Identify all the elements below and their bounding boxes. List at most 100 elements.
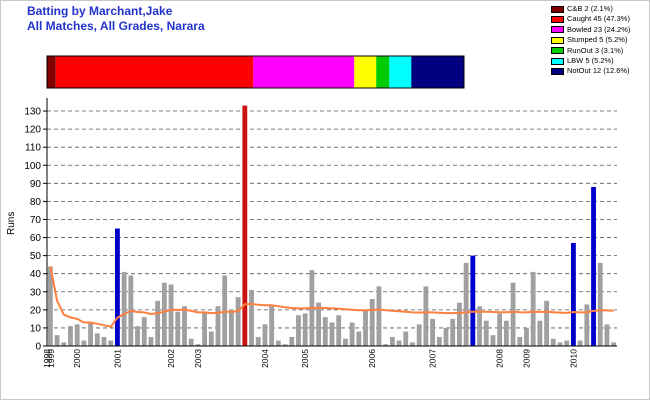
innings-bar <box>68 326 73 346</box>
innings-bar <box>510 282 516 346</box>
legend-item-lbw: LBW 5 (5.2%) <box>551 56 630 66</box>
innings-bar <box>88 322 94 346</box>
innings-bar <box>101 336 107 346</box>
innings-bar <box>168 284 174 346</box>
y-tick-label: 10 <box>30 323 42 334</box>
innings-bar <box>108 340 114 346</box>
innings-bar <box>443 327 449 346</box>
innings-bar <box>135 326 140 346</box>
innings-bar <box>557 342 563 346</box>
innings-bar <box>483 320 489 346</box>
innings-bar <box>577 340 583 346</box>
innings-bar <box>255 336 261 346</box>
innings-bar <box>430 318 436 346</box>
y-tick-label: 0 <box>35 342 41 353</box>
x-tick-label: 1999 <box>46 349 56 368</box>
innings-bar <box>363 309 368 346</box>
innings-bar <box>410 342 415 346</box>
innings-bar <box>141 317 147 346</box>
legend-label: LBW 5 (5.2%) <box>567 55 614 65</box>
innings-bar <box>249 289 254 346</box>
innings-bar <box>503 320 509 346</box>
x-tick-label: 2006 <box>367 349 377 368</box>
innings-bar <box>383 344 389 346</box>
innings-bar <box>296 315 301 346</box>
innings-bar <box>342 338 348 346</box>
innings-bar <box>490 335 496 346</box>
x-tick-label: 2007 <box>428 349 438 368</box>
innings-bar <box>349 322 355 346</box>
chart-subtitle: All Matches, All Grades, Narara <box>27 19 205 33</box>
dismissal-stacked-bar <box>46 55 465 89</box>
innings-bar <box>47 266 53 346</box>
innings-bar <box>182 306 187 346</box>
innings-bar <box>550 338 556 346</box>
innings-bar <box>269 306 275 346</box>
legend-label: Bowled 23 (24.2%) <box>567 24 631 34</box>
innings-bar <box>597 262 603 346</box>
x-tick-label: 1998 <box>42 349 52 368</box>
innings-bar <box>456 302 462 346</box>
legend-swatch <box>551 47 564 55</box>
innings-bar <box>389 336 395 346</box>
legend-swatch <box>551 26 564 34</box>
innings-bar <box>81 340 87 346</box>
y-tick-label: 40 <box>30 269 42 280</box>
legend-label: Caught 45 (47.3%) <box>567 14 630 24</box>
innings-bar <box>611 342 617 346</box>
innings-bar <box>591 186 596 346</box>
y-tick-label: 100 <box>24 161 41 172</box>
segment-runout <box>376 56 390 88</box>
innings-bar <box>316 302 322 346</box>
innings-bar <box>262 324 268 346</box>
innings-bar <box>470 255 476 346</box>
x-tick-label: 2003 <box>193 349 203 368</box>
innings-bar <box>195 344 201 346</box>
innings-bar <box>396 340 402 346</box>
segment-notout <box>411 56 464 88</box>
innings-bar <box>188 338 194 346</box>
innings-bar <box>121 271 127 346</box>
y-tick-label: 20 <box>30 305 42 316</box>
innings-bar <box>161 282 167 346</box>
innings-bar <box>155 300 161 346</box>
x-tick-label: 2008 <box>495 349 505 368</box>
innings-bars <box>47 105 617 347</box>
innings-bar <box>376 286 382 346</box>
y-tick-label: 90 <box>30 179 42 190</box>
legend-swatch <box>551 5 564 13</box>
x-tick-label: 2005 <box>300 349 310 368</box>
legend-swatch <box>551 68 564 76</box>
innings-bar <box>235 297 241 346</box>
x-tick-label: 2001 <box>112 349 122 368</box>
innings-bar <box>208 331 214 346</box>
innings-bar <box>148 336 154 346</box>
x-tick-label: 2009 <box>521 349 531 368</box>
innings-bar <box>94 333 100 346</box>
innings-bar <box>215 306 221 346</box>
innings-bar <box>242 105 248 347</box>
innings-bar <box>517 336 523 346</box>
stack-outline <box>46 55 465 89</box>
chart-title: Batting by Marchant,Jake <box>27 4 173 18</box>
segment-bowled <box>253 56 355 88</box>
innings-bar <box>604 324 610 346</box>
x-tick-label: 2010 <box>568 349 578 368</box>
legend-item-runout: RunOut 3 (3.1%) <box>551 46 630 56</box>
y-tick-label: 130 <box>24 107 41 118</box>
innings-bar <box>436 336 442 346</box>
x-tick-label: 2000 <box>72 349 82 368</box>
innings-bar <box>228 309 234 346</box>
innings-bar <box>175 311 181 346</box>
y-tick-label: 60 <box>30 233 42 244</box>
innings-bar <box>570 242 576 346</box>
innings-bar <box>329 322 335 346</box>
innings-bar <box>356 331 362 346</box>
y-tick-label: 110 <box>25 143 41 154</box>
x-tick-label: 2004 <box>260 349 270 368</box>
innings-bar <box>289 336 295 346</box>
innings-bar <box>524 327 529 346</box>
innings-bar <box>282 344 288 346</box>
innings-bar <box>537 320 543 346</box>
